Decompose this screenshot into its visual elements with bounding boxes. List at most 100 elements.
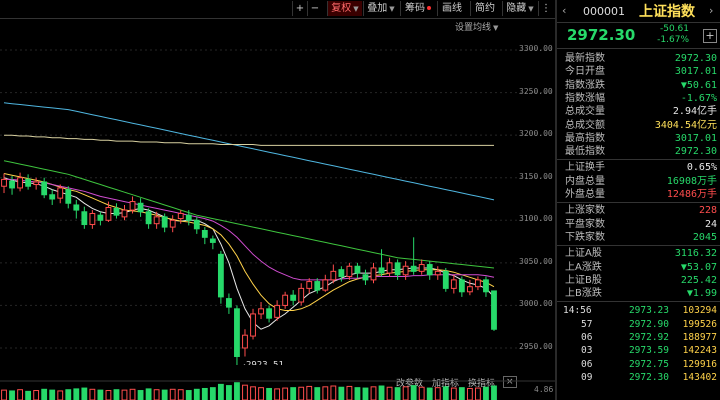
candle-body[interactable] — [274, 304, 281, 318]
diejia-dropdown[interactable]: 叠加 ▼ — [363, 1, 398, 16]
fuquan-dropdown[interactable]: 复权 ▼ — [327, 1, 362, 16]
volume-bar — [394, 387, 401, 400]
candle-body[interactable] — [410, 265, 417, 272]
candle-body[interactable] — [234, 308, 240, 357]
candle-body[interactable] — [314, 281, 321, 291]
candle-body[interactable] — [378, 267, 385, 274]
candle-body[interactable] — [394, 262, 401, 276]
candle-body[interactable] — [185, 214, 192, 221]
candle-body[interactable] — [33, 181, 40, 186]
zoom-in-button[interactable]: + — [292, 1, 307, 16]
candle-body[interactable] — [25, 178, 32, 187]
volume-chart — [0, 380, 555, 400]
candle-body[interactable] — [161, 216, 168, 228]
candle-body[interactable] — [346, 265, 353, 277]
add-indicator-button[interactable]: 加指标 — [432, 379, 460, 389]
candle-body[interactable] — [426, 264, 433, 276]
candle-body[interactable] — [298, 287, 305, 303]
candle-body[interactable] — [17, 177, 23, 189]
candle-body[interactable] — [282, 294, 289, 306]
candle-body[interactable] — [65, 189, 72, 204]
candle-body[interactable] — [258, 308, 264, 315]
prev-stock-icon[interactable]: ‹ — [562, 4, 567, 17]
candle-body[interactable] — [201, 229, 208, 238]
candle-body[interactable] — [290, 294, 297, 301]
set-ma-button[interactable]: 设置均线 ▼ — [455, 20, 498, 33]
volume-bar — [25, 390, 32, 400]
candle-body[interactable] — [137, 202, 144, 213]
candle-body[interactable] — [129, 201, 136, 211]
candle-body[interactable] — [491, 290, 497, 330]
candle-body[interactable] — [193, 219, 200, 230]
candle-body[interactable] — [386, 262, 393, 274]
add-watchlist-button[interactable]: + — [703, 29, 717, 43]
kline-chart[interactable]: 2923.51 — [0, 33, 555, 365]
candle-body[interactable] — [250, 313, 256, 337]
candle-body[interactable] — [89, 212, 96, 226]
candle-body[interactable] — [57, 187, 64, 199]
chouma-button[interactable]: 筹码 — [400, 1, 435, 16]
candle-body[interactable] — [49, 194, 56, 200]
candle-body[interactable] — [338, 269, 345, 277]
candle-body[interactable] — [145, 211, 152, 225]
candle-body[interactable] — [370, 267, 377, 281]
candle-body[interactable] — [306, 281, 313, 289]
candle-body[interactable] — [41, 181, 48, 196]
candle-body[interactable] — [266, 308, 272, 319]
candle-body[interactable] — [209, 238, 216, 243]
close-icon[interactable]: × — [503, 376, 517, 388]
candle-body[interactable] — [177, 212, 184, 220]
candle-body[interactable] — [105, 207, 112, 221]
jianyue-button[interactable]: 简约 — [470, 1, 499, 16]
candle-body[interactable] — [97, 214, 104, 221]
candle-body[interactable] — [113, 207, 120, 216]
huaxian-button[interactable]: 画线 — [437, 1, 466, 16]
candle-body[interactable] — [330, 270, 337, 281]
volume-bar — [193, 388, 200, 400]
volume-bar — [298, 386, 305, 400]
candle-body[interactable] — [121, 209, 128, 218]
candle-body[interactable] — [466, 286, 473, 293]
volume-bar — [466, 387, 473, 400]
volume-bar — [169, 388, 176, 400]
candle-body[interactable] — [434, 270, 441, 276]
candle-body[interactable] — [9, 180, 15, 189]
volume-bar — [346, 385, 353, 400]
volume-bar — [266, 387, 272, 400]
candle-body[interactable] — [73, 204, 80, 211]
tick-volume: 199526 — [682, 318, 717, 330]
candle-body[interactable] — [226, 298, 232, 308]
candle-body[interactable] — [217, 253, 224, 298]
candle-body[interactable] — [81, 211, 88, 226]
volume-bar — [426, 387, 433, 400]
stat-value: 12486万手 — [666, 189, 717, 200]
volume-bar — [201, 387, 208, 400]
candle-body[interactable] — [418, 264, 425, 272]
volume-bar — [274, 388, 281, 400]
candle-body[interactable] — [169, 219, 176, 228]
volume-bar — [282, 387, 289, 400]
candle-body[interactable] — [322, 279, 329, 291]
edit-params-button[interactable]: 改参数 — [396, 379, 424, 389]
candle-body[interactable] — [153, 216, 160, 225]
more-menu-icon[interactable]: ⋮ — [538, 1, 553, 16]
candle-body[interactable] — [442, 270, 449, 289]
stat-label: 指数涨幅 — [565, 92, 605, 104]
candle-body[interactable] — [362, 274, 369, 281]
next-stock-icon[interactable]: › — [709, 4, 714, 17]
candle-body[interactable] — [1, 178, 7, 187]
candle-body[interactable] — [450, 279, 457, 289]
switch-indicator-button[interactable]: 换指标 — [468, 379, 496, 389]
yincang-dropdown[interactable]: 隐藏 ▼ — [502, 1, 537, 16]
divider — [557, 301, 720, 303]
stat-value: 3404.54亿元 — [654, 119, 717, 131]
candle-body[interactable] — [475, 279, 481, 288]
tick-time: 03 — [581, 345, 593, 357]
candle-body[interactable] — [483, 279, 489, 293]
candle-body[interactable] — [242, 334, 248, 349]
zoom-out-button[interactable]: − — [307, 1, 322, 16]
candle-body[interactable] — [402, 265, 409, 276]
candle-body[interactable] — [354, 265, 361, 274]
volume-bar — [89, 388, 96, 400]
candle-body[interactable] — [458, 279, 465, 293]
